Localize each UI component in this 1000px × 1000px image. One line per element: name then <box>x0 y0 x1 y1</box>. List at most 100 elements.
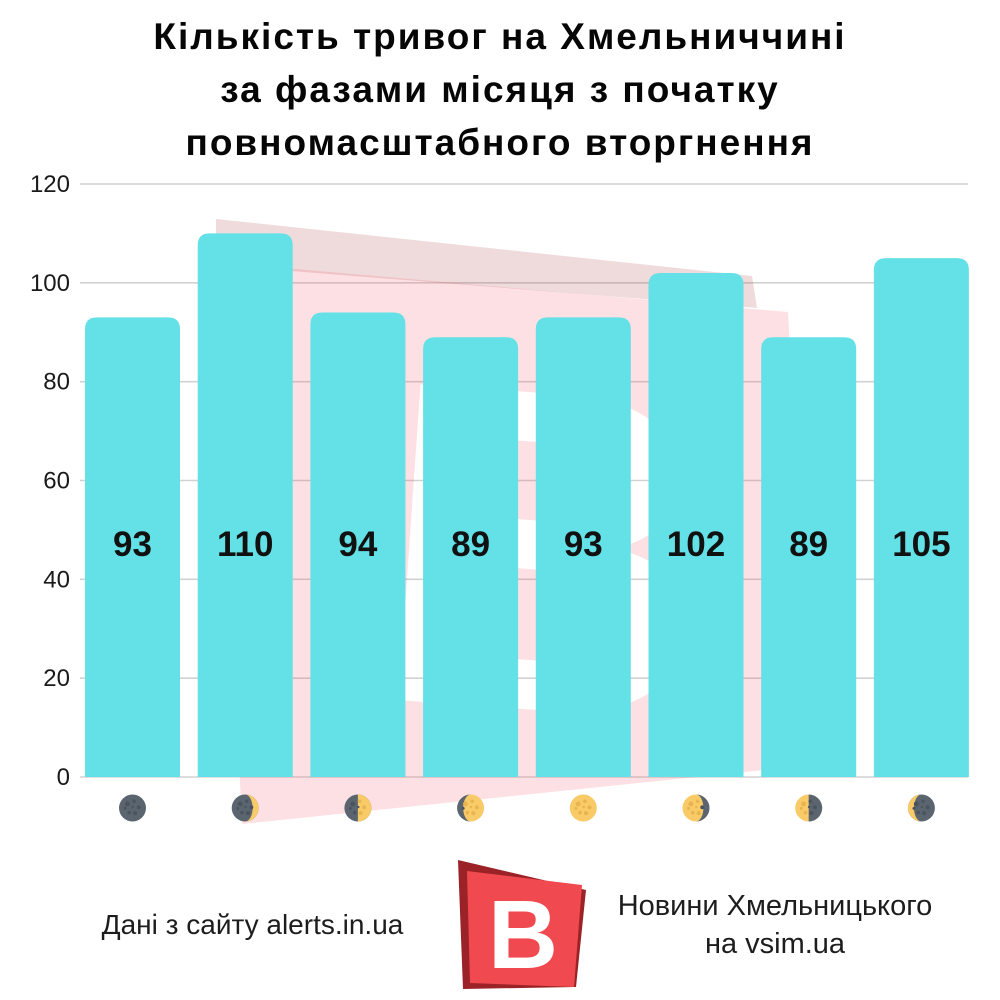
moon-crater <box>920 805 924 809</box>
moon-crater <box>249 805 254 810</box>
moon-crater <box>801 801 806 807</box>
y-tick-label: 60 <box>43 468 70 495</box>
moon-crater <box>237 801 243 807</box>
moon-icon-full-moon <box>569 794 597 822</box>
chart-title-line: за фазами місяця з початку <box>220 69 780 110</box>
moon-crater <box>470 799 474 804</box>
bar <box>197 233 293 777</box>
y-tick-label: 0 <box>57 764 70 791</box>
moon-crater <box>245 799 249 804</box>
moon-crater <box>244 805 247 809</box>
bar <box>85 317 180 777</box>
bar-value-label: 89 <box>789 525 828 564</box>
moon-crater <box>245 811 250 816</box>
footer: Дані з сайту alerts.in.ua В Новини Хмель… <box>0 850 1000 1000</box>
chart-title: Кількість тривог на Хмельниччині за фаза… <box>0 10 1000 169</box>
moon-crater <box>803 810 808 815</box>
bar-chart: 020406080100120В9311094899310289105 <box>30 171 969 824</box>
vsim-logo: В <box>458 860 586 989</box>
moon-crater <box>809 811 814 816</box>
moon-crater <box>471 811 476 816</box>
moon-crater <box>124 801 130 807</box>
moon-crater <box>587 805 592 810</box>
moon-crater <box>583 799 587 804</box>
moon-crater <box>236 806 240 810</box>
brand-text-line: Новини Хмельницького <box>617 890 933 922</box>
moon-crater <box>132 799 136 804</box>
y-tick-label: 120 <box>30 171 70 198</box>
moon-crater <box>912 806 916 810</box>
moon-crater <box>127 810 132 815</box>
moon-crater <box>922 811 927 816</box>
moon-crater <box>357 805 360 809</box>
moon-icon-waning-crescent <box>907 794 935 822</box>
moon-crater <box>352 810 357 815</box>
y-tick-label: 20 <box>43 665 70 692</box>
vsim-logo-front-layer <box>467 871 582 987</box>
bar <box>873 258 969 777</box>
moon-crater <box>465 810 470 815</box>
moon-crater <box>133 811 138 816</box>
moon-icon-last-quarter <box>795 794 823 822</box>
moon-crater <box>700 805 705 810</box>
brand-text: Новини Хмельницького на vsim.ua <box>590 887 960 963</box>
moon-crater <box>357 799 362 804</box>
moon-crater <box>695 799 700 804</box>
moon-crater <box>348 806 352 810</box>
moon-crater <box>474 805 479 810</box>
moon-icon-waxing-gibbous <box>457 794 485 822</box>
bar-value-label: 105 <box>892 525 950 564</box>
y-tick-label: 40 <box>43 566 70 593</box>
moon-crater <box>136 805 141 810</box>
moon-crater <box>463 801 468 807</box>
moon-crater <box>358 811 363 816</box>
bar <box>310 312 406 777</box>
moon-crater <box>469 805 473 809</box>
bar-value-label: 89 <box>451 525 490 564</box>
moon-crater <box>240 810 244 815</box>
bar-value-label: 93 <box>113 525 152 564</box>
data-source-text: Дані з сайту alerts.in.ua <box>101 909 404 940</box>
y-tick-label: 100 <box>30 270 70 297</box>
moon-crater <box>461 806 465 810</box>
moon-crater <box>921 799 925 804</box>
moon-crater <box>350 801 356 807</box>
moon-crater <box>807 805 811 809</box>
moon-crater <box>913 801 919 807</box>
moon-crater <box>691 810 695 815</box>
moon-crater <box>916 810 920 815</box>
chart-title-line: Кількість тривог на Хмельниччині <box>153 16 847 57</box>
bar-value-label: 102 <box>667 525 725 564</box>
bar-value-label: 110 <box>217 525 273 564</box>
bar <box>535 317 631 777</box>
bar <box>761 337 857 777</box>
vsim-logo-letter: В <box>488 880 558 989</box>
moon-icon-new-moon <box>119 794 146 822</box>
moon-crater <box>582 805 585 809</box>
bar <box>423 337 519 777</box>
brand-text-line: на vsim.ua <box>704 928 846 960</box>
moon-crater <box>575 801 581 807</box>
moon-crater <box>362 805 366 810</box>
moon-crater <box>578 810 582 815</box>
moon-crater <box>925 805 930 810</box>
moon-crater <box>131 805 135 809</box>
moon-crater <box>813 805 817 810</box>
moon-crater <box>574 806 578 810</box>
moon-crater <box>687 806 691 810</box>
moon-crater <box>583 811 589 816</box>
y-tick-label: 80 <box>43 369 70 396</box>
moon-icon-waning-gibbous <box>682 794 710 822</box>
moon-crater <box>808 799 813 804</box>
bar-value-label: 94 <box>338 525 377 564</box>
watermark-back-layer <box>216 219 757 308</box>
moon-crater <box>123 806 127 810</box>
moon-icon-waxing-crescent <box>231 794 259 822</box>
moon-crater <box>696 811 701 816</box>
moon-crater <box>695 805 698 809</box>
moon-crater <box>799 806 803 810</box>
moon-icon-first-quarter <box>344 794 372 822</box>
chart-title-line: повномасштабного вторгнення <box>185 122 815 163</box>
bar-value-label: 93 <box>564 525 603 564</box>
